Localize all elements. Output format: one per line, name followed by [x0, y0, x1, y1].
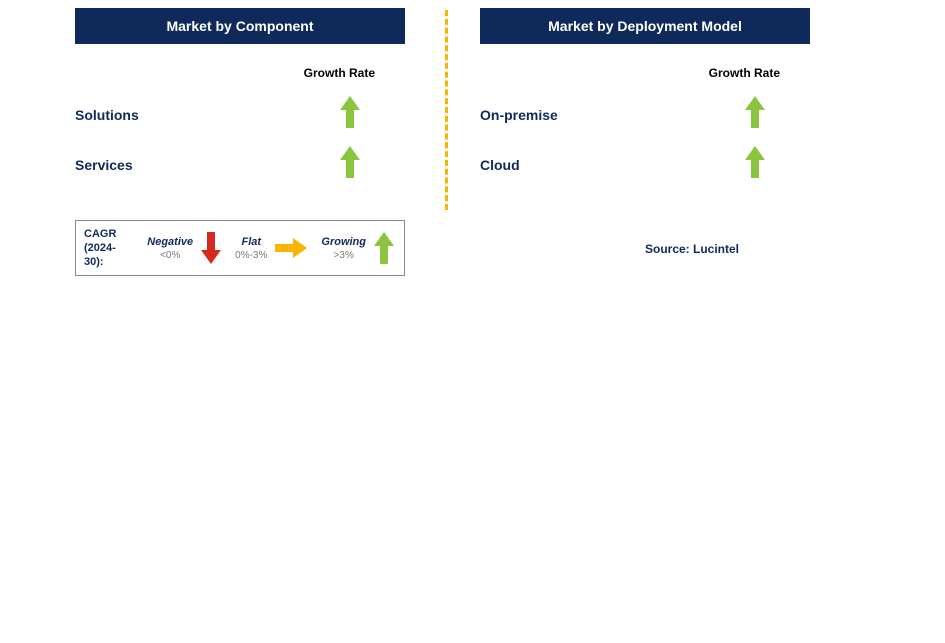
- panel-header-component: Market by Component: [75, 8, 405, 44]
- source-label: Source: Lucintel: [645, 242, 739, 256]
- vertical-divider: [445, 10, 448, 210]
- segment-label-services: Services: [75, 157, 133, 173]
- panel-header-deployment: Market by Deployment Model: [480, 8, 810, 44]
- arrow-up-icon: [340, 146, 360, 183]
- legend-term-growing: Growing: [321, 236, 366, 248]
- segment-row-cloud: Cloud: [480, 146, 820, 183]
- growth-rate-header-left: Growth Rate: [304, 66, 375, 80]
- segment-row-onpremise: On-premise: [480, 96, 820, 133]
- panel-market-by-deployment: Market by Deployment Model Growth Rate O…: [480, 8, 820, 44]
- growth-rate-header-right: Growth Rate: [709, 66, 780, 80]
- segment-label-solutions: Solutions: [75, 107, 139, 123]
- arrow-right-icon: [275, 238, 307, 258]
- legend-term-flat: Flat: [241, 236, 261, 248]
- legend-col-negative: Negative <0%: [147, 236, 193, 261]
- segment-label-cloud: Cloud: [480, 157, 520, 173]
- legend-range-negative: <0%: [160, 250, 180, 261]
- legend-cagr-label: CAGR (2024-30):: [84, 227, 135, 270]
- arrow-up-icon: [340, 96, 360, 133]
- arrow-up-icon: [745, 96, 765, 133]
- legend-col-growing: Growing >3%: [321, 236, 366, 261]
- arrow-down-icon: [201, 232, 221, 264]
- arrow-up-icon: [745, 146, 765, 183]
- legend-cagr-line2: (2024-30):: [84, 242, 116, 268]
- legend-cagr-line1: CAGR: [84, 228, 116, 240]
- legend-range-growing: >3%: [334, 250, 354, 261]
- legend-col-flat: Flat 0%-3%: [235, 236, 267, 261]
- segment-row-solutions: Solutions: [75, 96, 415, 133]
- segment-row-services: Services: [75, 146, 415, 183]
- segment-label-onpremise: On-premise: [480, 107, 558, 123]
- arrow-up-icon: [374, 232, 394, 264]
- cagr-legend: CAGR (2024-30): Negative <0% Flat 0%-3% …: [75, 220, 405, 276]
- legend-term-negative: Negative: [147, 236, 193, 248]
- infographic-container: Market by Component Growth Rate Solution…: [0, 0, 945, 20]
- legend-range-flat: 0%-3%: [235, 250, 267, 261]
- panel-market-by-component: Market by Component Growth Rate Solution…: [75, 8, 415, 44]
